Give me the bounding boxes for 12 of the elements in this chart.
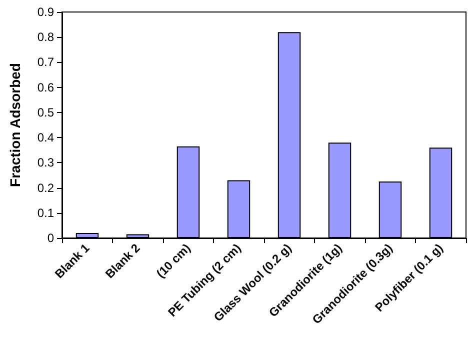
y-tick-label: 0.3: [37, 156, 54, 170]
x-tick-label: (10 cm): [154, 241, 194, 281]
y-tick-label: 0.8: [37, 30, 54, 44]
y-tick-label: 0.2: [37, 180, 54, 195]
y-tick-label: 0.6: [37, 80, 54, 94]
y-tick-label: 0: [47, 231, 54, 245]
y-tick-label: 0.9: [37, 5, 54, 19]
y-tick-label: 0.5: [37, 105, 54, 120]
y-tick-label: 0.7: [37, 55, 54, 70]
y-tick-label: 0.1: [37, 206, 54, 220]
y-tick-label: 0.4: [37, 130, 54, 145]
y-axis-title: Fraction Adsorbed: [7, 63, 23, 187]
